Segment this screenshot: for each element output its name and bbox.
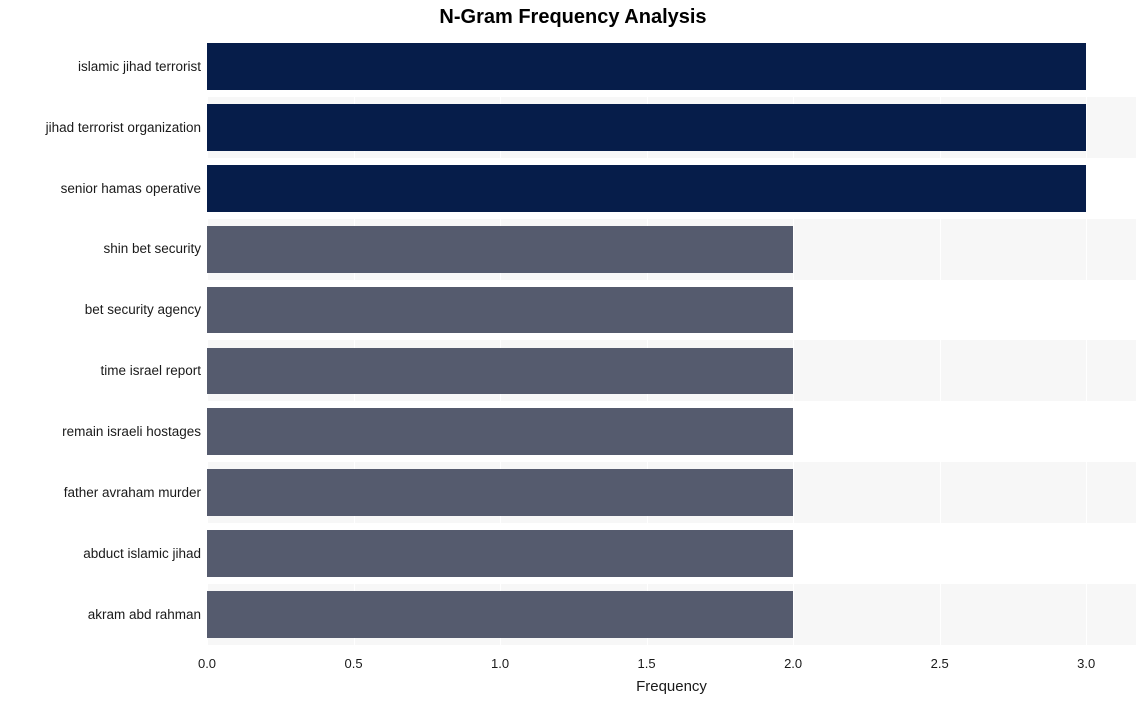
x-axis-tick-label: 1.5 [638,657,656,670]
bar [207,287,793,334]
plot-area [207,36,1136,645]
x-axis-tick-label: 3.0 [1077,657,1095,670]
bar [207,408,793,455]
y-axis-label: abduct islamic jihad [0,547,201,561]
bar [207,226,793,273]
bar [207,530,793,577]
x-axis-tick-label: 1.0 [491,657,509,670]
bar [207,104,1086,151]
y-axis-label: bet security agency [0,303,201,317]
bar [207,43,1086,90]
x-axis-tick-label: 2.5 [931,657,949,670]
grid-line [1086,36,1087,645]
y-axis-label: shin bet security [0,242,201,256]
y-axis-label: father avraham murder [0,486,201,500]
ngram-frequency-chart: N-Gram Frequency Analysis Frequency isla… [0,0,1146,701]
chart-title: N-Gram Frequency Analysis [0,6,1146,29]
bar [207,469,793,516]
y-axis-label: senior hamas operative [0,182,201,196]
bar [207,165,1086,212]
y-axis-label: time israel report [0,364,201,378]
bar [207,348,793,395]
bar [207,591,793,638]
x-axis-title: Frequency [636,678,707,695]
y-axis-label: akram abd rahman [0,608,201,622]
y-axis-label: islamic jihad terrorist [0,60,201,74]
x-axis-tick-label: 2.0 [784,657,802,670]
x-axis-tick-label: 0.0 [198,657,216,670]
y-axis-label: jihad terrorist organization [0,121,201,135]
x-axis-tick-label: 0.5 [344,657,362,670]
y-axis-label: remain israeli hostages [0,425,201,439]
